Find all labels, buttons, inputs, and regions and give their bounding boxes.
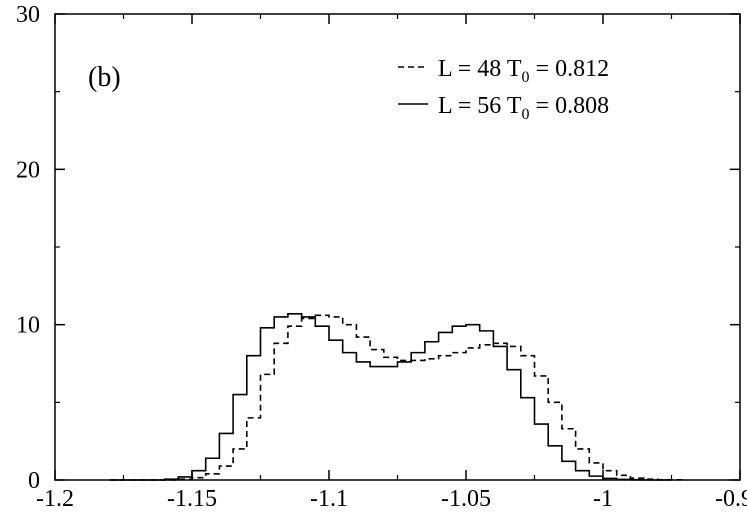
plot-frame bbox=[54, 13, 741, 481]
x-tick-label: -1.05 bbox=[441, 486, 491, 512]
series-line-1 bbox=[109, 314, 686, 481]
series-line-2 bbox=[109, 312, 672, 481]
x-tick-label: -1.1 bbox=[310, 486, 348, 512]
series-layer bbox=[109, 312, 686, 481]
axis-ticks: -1.2 -1.15 -1.1 -1.05 -1 -0.95 0 10 20 30 bbox=[16, 2, 747, 512]
y-tick-label: 10 bbox=[16, 313, 40, 339]
x-tick-label: -0.95 bbox=[715, 486, 747, 512]
legend-label-series-2: L = 56 T0 = 0.808 bbox=[438, 93, 609, 123]
legend-label-series-1: L = 48 T0 = 0.812 bbox=[438, 56, 609, 86]
x-tick-label: -1.15 bbox=[167, 486, 217, 512]
x-tick-label: -1 bbox=[593, 486, 613, 512]
panel-label: (b) bbox=[88, 62, 121, 93]
legend: L = 48 T0 = 0.812 L = 56 T0 = 0.808 bbox=[398, 56, 609, 123]
y-tick-label: 20 bbox=[16, 157, 40, 183]
y-tick-label: 0 bbox=[28, 468, 40, 494]
y-tick-label: 30 bbox=[16, 2, 40, 28]
x-tick-label: -1.2 bbox=[36, 486, 74, 512]
